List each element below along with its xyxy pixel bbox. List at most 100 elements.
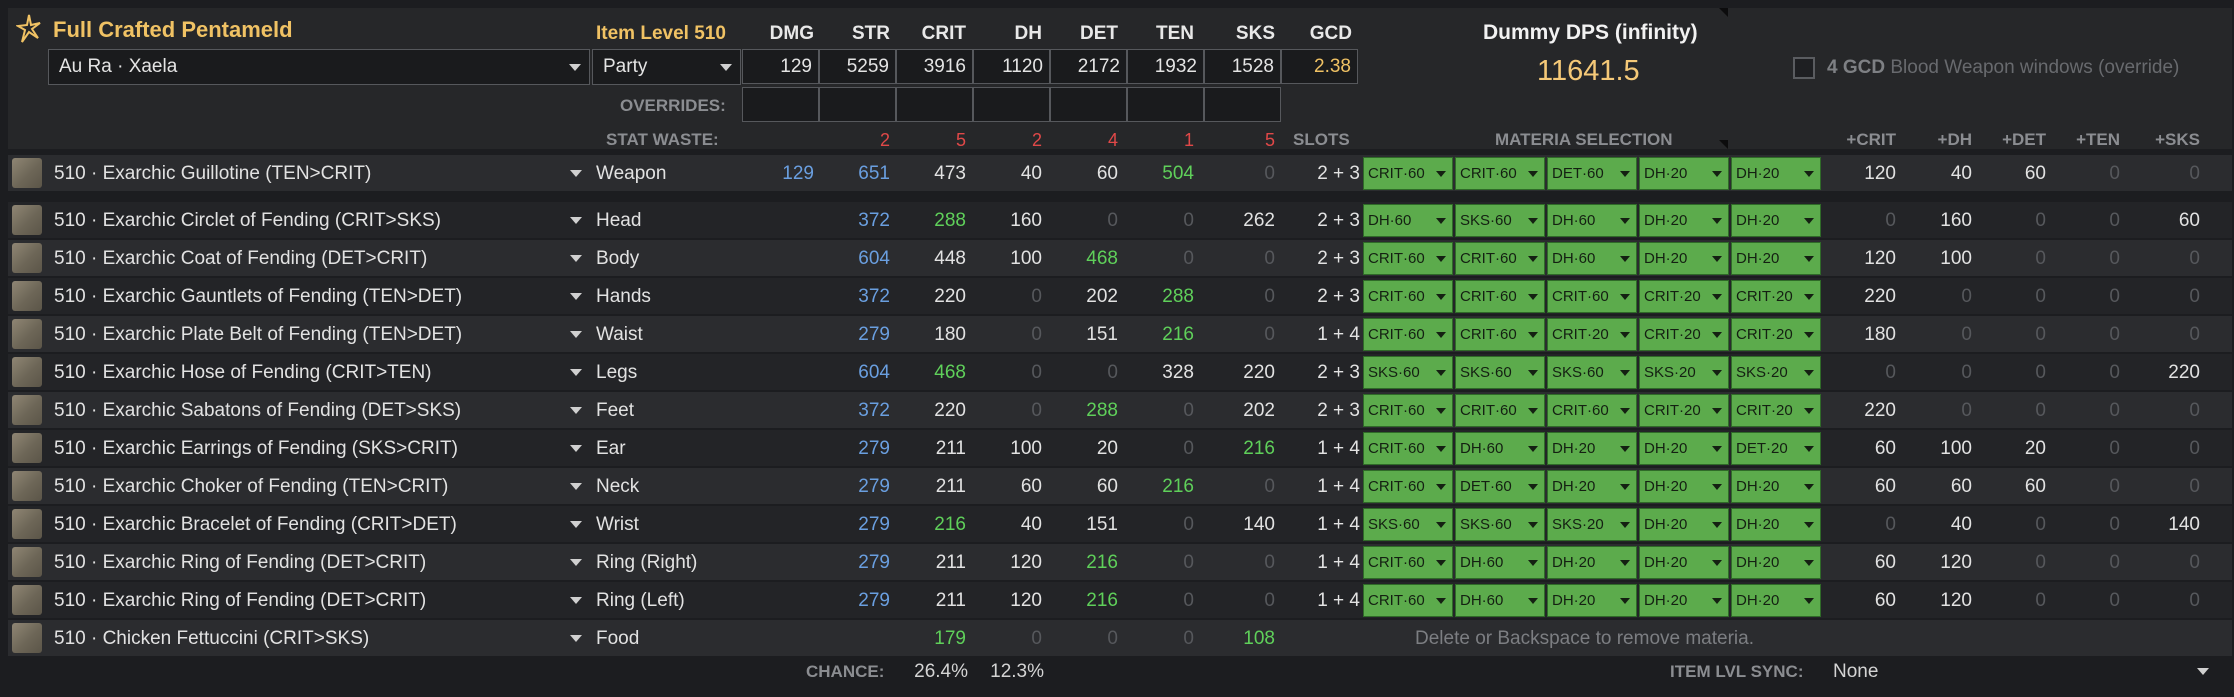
materia-select[interactable]: DH·20 bbox=[1547, 546, 1637, 579]
gear-item-select[interactable]: 510 · Exarchic Earrings of Fending (SKS>… bbox=[54, 438, 458, 459]
materia-select[interactable]: DH·20 bbox=[1639, 242, 1729, 275]
override-input-dmg[interactable] bbox=[742, 87, 819, 122]
materia-select[interactable]: SKS·20 bbox=[1547, 508, 1637, 541]
gear-item-icon[interactable] bbox=[12, 395, 42, 425]
chevron-down-icon[interactable] bbox=[570, 331, 582, 338]
gear-item-icon[interactable] bbox=[12, 509, 42, 539]
override-input-sks[interactable] bbox=[1204, 87, 1281, 122]
chevron-down-icon[interactable] bbox=[570, 559, 582, 566]
gear-item-icon[interactable] bbox=[12, 623, 42, 653]
materia-select[interactable]: CRIT·60 bbox=[1363, 280, 1453, 313]
materia-select[interactable]: CRIT·60 bbox=[1363, 470, 1453, 503]
materia-select[interactable]: DH·20 bbox=[1639, 470, 1729, 503]
materia-select[interactable]: CRIT·20 bbox=[1731, 394, 1821, 427]
race-select[interactable]: Au Ra · Xaela bbox=[48, 49, 590, 85]
materia-select[interactable]: DH·60 bbox=[1547, 242, 1637, 275]
materia-select[interactable]: CRIT·60 bbox=[1363, 318, 1453, 351]
gear-item-icon[interactable] bbox=[12, 357, 42, 387]
materia-select[interactable]: DH·60 bbox=[1455, 432, 1545, 465]
materia-select[interactable]: DH·20 bbox=[1639, 157, 1729, 190]
item-level-sync-select[interactable]: None bbox=[1821, 652, 2221, 690]
materia-select[interactable]: SKS·20 bbox=[1639, 356, 1729, 389]
materia-select[interactable]: CRIT·60 bbox=[1363, 584, 1453, 617]
materia-select[interactable]: DH·60 bbox=[1547, 204, 1637, 237]
materia-select[interactable]: DET·20 bbox=[1731, 432, 1821, 465]
chevron-down-icon[interactable] bbox=[570, 483, 582, 490]
chevron-down-icon[interactable] bbox=[570, 635, 582, 642]
materia-select[interactable]: CRIT·20 bbox=[1639, 318, 1729, 351]
materia-select[interactable]: CRIT·20 bbox=[1731, 280, 1821, 313]
gear-item-select[interactable]: 510 · Exarchic Guillotine (TEN>CRIT) bbox=[54, 163, 372, 184]
gear-item-select[interactable]: 510 · Exarchic Bracelet of Fending (CRIT… bbox=[54, 514, 457, 535]
materia-select[interactable]: DH·20 bbox=[1639, 432, 1729, 465]
gear-item-select[interactable]: 510 · Exarchic Ring of Fending (DET>CRIT… bbox=[54, 552, 427, 573]
gear-item-select[interactable]: 510 · Exarchic Gauntlets of Fending (TEN… bbox=[54, 286, 463, 307]
gear-item-select[interactable]: 510 · Exarchic Plate Belt of Fending (TE… bbox=[54, 324, 463, 345]
materia-select[interactable]: CRIT·60 bbox=[1363, 394, 1453, 427]
materia-select[interactable]: CRIT·20 bbox=[1547, 318, 1637, 351]
materia-select[interactable]: DH·20 bbox=[1731, 546, 1821, 579]
materia-select[interactable]: DH·20 bbox=[1731, 508, 1821, 541]
materia-select[interactable]: CRIT·20 bbox=[1639, 394, 1729, 427]
party-select[interactable]: Party bbox=[592, 49, 741, 85]
materia-select[interactable]: DH·20 bbox=[1639, 508, 1729, 541]
materia-select[interactable]: DH·20 bbox=[1547, 584, 1637, 617]
chevron-down-icon[interactable] bbox=[570, 445, 582, 452]
build-title[interactable]: Full Crafted Pentameld bbox=[53, 17, 293, 42]
materia-select[interactable]: DET·60 bbox=[1455, 470, 1545, 503]
chevron-down-icon[interactable] bbox=[570, 255, 582, 262]
blood-weapon-checkbox-label[interactable]: 4 GCD Blood Weapon windows (override) bbox=[1827, 57, 2179, 79]
materia-select[interactable]: CRIT·60 bbox=[1547, 280, 1637, 313]
materia-select[interactable]: CRIT·60 bbox=[1455, 280, 1545, 313]
materia-select[interactable]: CRIT·60 bbox=[1455, 394, 1545, 427]
materia-select[interactable]: SKS·60 bbox=[1455, 356, 1545, 389]
gear-item-icon[interactable] bbox=[12, 585, 42, 615]
materia-select[interactable]: CRIT·60 bbox=[1455, 157, 1545, 190]
materia-select[interactable]: DH·20 bbox=[1547, 432, 1637, 465]
gear-item-select[interactable]: 510 · Exarchic Ring of Fending (DET>CRIT… bbox=[54, 590, 427, 611]
chevron-down-icon[interactable] bbox=[570, 170, 582, 177]
materia-select[interactable]: CRIT·60 bbox=[1547, 394, 1637, 427]
materia-select[interactable]: DH·60 bbox=[1455, 546, 1545, 579]
materia-select[interactable]: DH·20 bbox=[1731, 242, 1821, 275]
materia-select[interactable]: CRIT·20 bbox=[1639, 280, 1729, 313]
override-input-crit[interactable] bbox=[896, 87, 973, 122]
materia-select[interactable]: CRIT·60 bbox=[1363, 157, 1453, 190]
gear-item-icon[interactable] bbox=[12, 547, 42, 577]
materia-select[interactable]: SKS·60 bbox=[1363, 356, 1453, 389]
chevron-down-icon[interactable] bbox=[570, 597, 582, 604]
materia-select[interactable]: DH·20 bbox=[1731, 470, 1821, 503]
chevron-down-icon[interactable] bbox=[570, 293, 582, 300]
chevron-down-icon[interactable] bbox=[570, 521, 582, 528]
materia-select[interactable]: DH·20 bbox=[1731, 584, 1821, 617]
override-input-det[interactable] bbox=[1050, 87, 1127, 122]
chevron-down-icon[interactable] bbox=[570, 369, 582, 376]
gear-item-select[interactable]: 510 · Exarchic Choker of Fending (TEN>CR… bbox=[54, 476, 449, 497]
gear-item-icon[interactable] bbox=[12, 319, 42, 349]
materia-select[interactable]: CRIT·60 bbox=[1363, 546, 1453, 579]
override-input-ten[interactable] bbox=[1127, 87, 1204, 122]
gear-item-icon[interactable] bbox=[12, 243, 42, 273]
materia-select[interactable]: CRIT·60 bbox=[1363, 242, 1453, 275]
materia-select[interactable]: SKS·60 bbox=[1547, 356, 1637, 389]
gear-item-icon[interactable] bbox=[12, 433, 42, 463]
gear-item-select[interactable]: 510 · Exarchic Coat of Fending (DET>CRIT… bbox=[54, 248, 428, 269]
gear-item-select[interactable]: 510 · Exarchic Circlet of Fending (CRIT>… bbox=[54, 210, 441, 231]
gear-item-icon[interactable] bbox=[12, 205, 42, 235]
override-input-dh[interactable] bbox=[973, 87, 1050, 122]
materia-select[interactable]: DET·60 bbox=[1547, 157, 1637, 190]
materia-select[interactable]: SKS·20 bbox=[1731, 356, 1821, 389]
materia-select[interactable]: CRIT·60 bbox=[1363, 432, 1453, 465]
materia-select[interactable]: CRIT·20 bbox=[1731, 318, 1821, 351]
blood-weapon-checkbox[interactable] bbox=[1793, 57, 1815, 79]
materia-select[interactable]: DH·20 bbox=[1639, 584, 1729, 617]
materia-select[interactable]: DH·20 bbox=[1731, 157, 1821, 190]
gear-item-icon[interactable] bbox=[12, 471, 42, 501]
materia-select[interactable]: DH·60 bbox=[1455, 584, 1545, 617]
gear-item-icon[interactable] bbox=[12, 281, 42, 311]
materia-select[interactable]: DH·20 bbox=[1639, 546, 1729, 579]
gear-item-select[interactable]: 510 · Exarchic Hose of Fending (CRIT>TEN… bbox=[54, 362, 432, 383]
gear-item-select[interactable]: 510 · Chicken Fettuccini (CRIT>SKS) bbox=[54, 628, 370, 649]
materia-select[interactable]: SKS·60 bbox=[1363, 508, 1453, 541]
materia-select[interactable]: CRIT·60 bbox=[1455, 242, 1545, 275]
